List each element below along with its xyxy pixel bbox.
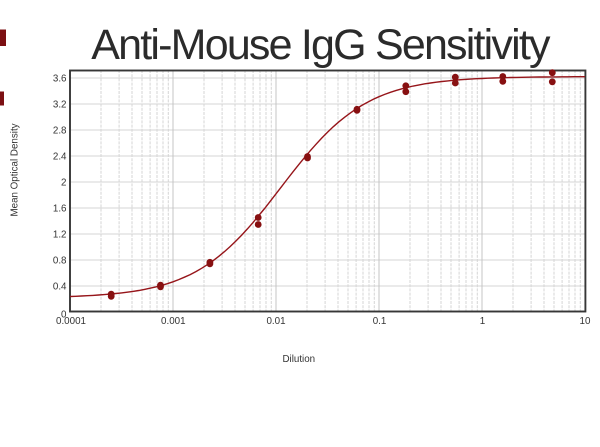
svg-text:3.6: 3.6 xyxy=(53,74,67,85)
svg-text:1: 1 xyxy=(480,316,485,327)
svg-text:0.001: 0.001 xyxy=(161,316,186,327)
svg-text:0: 0 xyxy=(61,310,67,321)
svg-text:Anti-Mouse IgG Sensitivity: Anti-Mouse IgG Sensitivity xyxy=(91,21,551,69)
svg-text:2: 2 xyxy=(61,178,66,189)
svg-text:0.1: 0.1 xyxy=(373,316,387,327)
svg-text:0.4: 0.4 xyxy=(53,282,67,293)
svg-text:0.8: 0.8 xyxy=(53,256,67,267)
svg-text:3.2: 3.2 xyxy=(53,100,67,111)
svg-text:0.0001: 0.0001 xyxy=(56,316,86,327)
svg-text:0.01: 0.01 xyxy=(266,316,285,327)
svg-text:10: 10 xyxy=(580,316,591,327)
svg-text:Dilution: Dilution xyxy=(282,354,315,365)
svg-text:1.6: 1.6 xyxy=(53,204,67,215)
svg-text:Mean Optical Density: Mean Optical Density xyxy=(10,123,21,216)
svg-text:2.4: 2.4 xyxy=(53,152,67,163)
svg-text:2.8: 2.8 xyxy=(53,126,67,137)
svg-text:1.2: 1.2 xyxy=(53,230,67,241)
